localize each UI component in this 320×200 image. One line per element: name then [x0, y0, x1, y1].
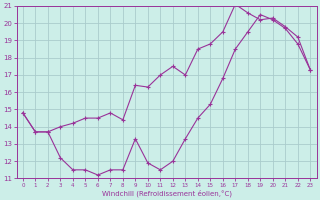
- X-axis label: Windchill (Refroidissement éolien,°C): Windchill (Refroidissement éolien,°C): [101, 189, 232, 197]
